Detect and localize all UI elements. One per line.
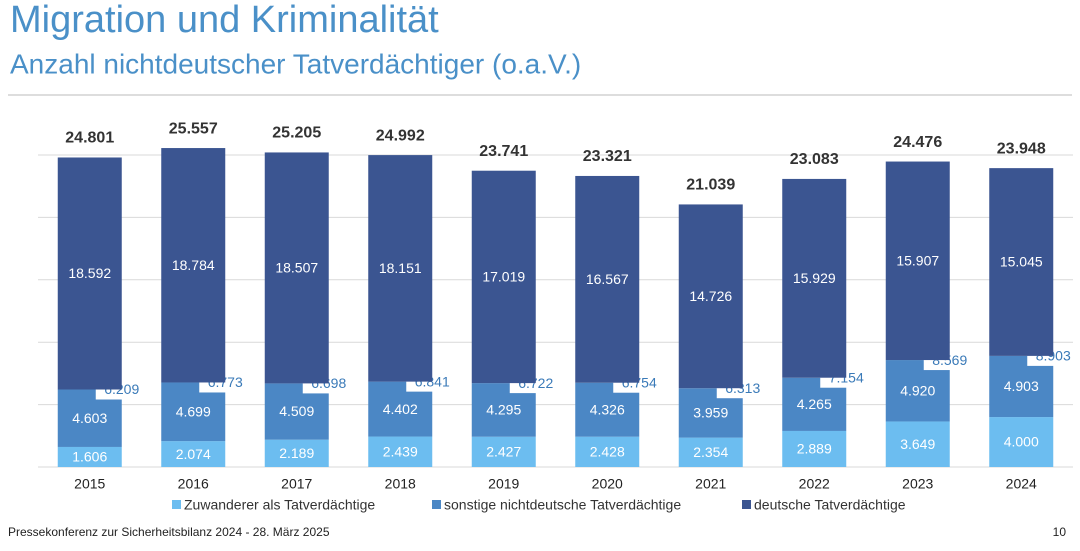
data-label: 4.903: [1004, 378, 1039, 394]
data-label: 4.920: [900, 382, 935, 398]
footer: Pressekonferenz zur Sicherheitsbilanz 20…: [8, 525, 330, 539]
total-label: 23.741: [479, 143, 528, 160]
bar-segment: [57, 446, 122, 467]
bar-segment: [782, 178, 847, 378]
data-label: 2.428: [590, 444, 625, 460]
bar-segment: [989, 355, 1054, 418]
bar-segment: [161, 441, 226, 467]
data-label: 4.402: [383, 401, 418, 417]
bar-segment: [678, 437, 743, 467]
total-label: 24.992: [376, 127, 425, 144]
bar-segment: [782, 430, 847, 467]
data-label: 18.507: [275, 260, 318, 276]
data-label: 2.889: [797, 441, 832, 457]
data-label: 4.699: [176, 403, 211, 419]
legend-label: Zuwanderer als Tatverdächtige: [184, 497, 375, 513]
bar-segment: [989, 168, 1054, 356]
data-label: 1.606: [72, 449, 107, 465]
data-label: 2.189: [279, 445, 314, 461]
total-label: 23.948: [997, 140, 1046, 157]
data-label: 2.427: [486, 444, 521, 460]
data-label: 18.784: [172, 257, 215, 273]
data-label: 15.907: [896, 253, 939, 269]
x-tick-label: 2016: [178, 476, 209, 492]
data-label: 4.603: [72, 410, 107, 426]
data-label: 14.726: [689, 288, 732, 304]
bar-segment: [471, 436, 536, 467]
data-label: 2.354: [693, 444, 728, 460]
bar-segment: [264, 152, 329, 384]
bar-segment: [885, 360, 950, 422]
chart-title: Migration und Kriminalität: [10, 0, 439, 41]
data-label: 18.592: [68, 265, 111, 281]
bar-segment: [989, 417, 1054, 467]
data-label: 4.265: [797, 396, 832, 412]
bar-segment: [678, 204, 743, 389]
total-label: 23.321: [583, 148, 632, 165]
bar-segment: [368, 155, 433, 382]
data-label: 3.649: [900, 436, 935, 452]
x-tick-label: 2021: [695, 476, 726, 492]
legend-label: sonstige nichtdeutsche Tatverdächtige: [444, 497, 681, 513]
x-tick-label: 2015: [74, 476, 105, 492]
x-tick-label: 2019: [488, 476, 519, 492]
data-label: 4.509: [279, 403, 314, 419]
legend-label: deutsche Tatverdächtige: [754, 497, 906, 513]
x-tick-label: 2024: [1006, 476, 1037, 492]
bar-segment: [885, 161, 950, 361]
bar-segment: [161, 148, 226, 383]
data-label: 4.326: [590, 401, 625, 417]
x-tick-label: 2022: [799, 476, 830, 492]
legend-swatch: [172, 500, 181, 509]
bar-segment: [885, 421, 950, 467]
data-label: 2.439: [383, 443, 418, 459]
x-tick-label: 2023: [902, 476, 933, 492]
data-label: 4.000: [1004, 434, 1039, 450]
page-number: 10: [1053, 525, 1067, 539]
total-label: 24.801: [65, 130, 114, 147]
bar-segment: [471, 170, 536, 384]
legend-swatch: [432, 500, 441, 509]
data-label: 16.567: [586, 271, 629, 287]
data-label: 15.929: [793, 270, 836, 286]
total-label: 21.039: [686, 177, 735, 194]
total-label: 23.083: [790, 151, 839, 168]
data-label: 17.019: [482, 269, 525, 285]
total-label: 25.205: [272, 125, 321, 142]
data-label: 3.959: [693, 405, 728, 421]
legend-swatch: [742, 500, 751, 509]
x-tick-label: 2020: [592, 476, 623, 492]
bar-segment: [575, 436, 640, 467]
x-tick-label: 2018: [385, 476, 416, 492]
total-label: 25.557: [169, 120, 218, 137]
data-label: 15.045: [1000, 254, 1043, 270]
bar-segment: [57, 157, 122, 390]
x-tick-label: 2017: [281, 476, 312, 492]
data-label: 18.151: [379, 260, 422, 276]
bar-segment: [264, 439, 329, 467]
chart-subtitle: Anzahl nichtdeutscher Tatverdächtiger (o…: [10, 48, 581, 79]
total-label: 24.476: [893, 134, 942, 151]
bar-segment: [575, 175, 640, 383]
data-label: 4.295: [486, 402, 521, 418]
bar-segment: [368, 436, 433, 467]
data-label: 2.074: [176, 446, 211, 462]
